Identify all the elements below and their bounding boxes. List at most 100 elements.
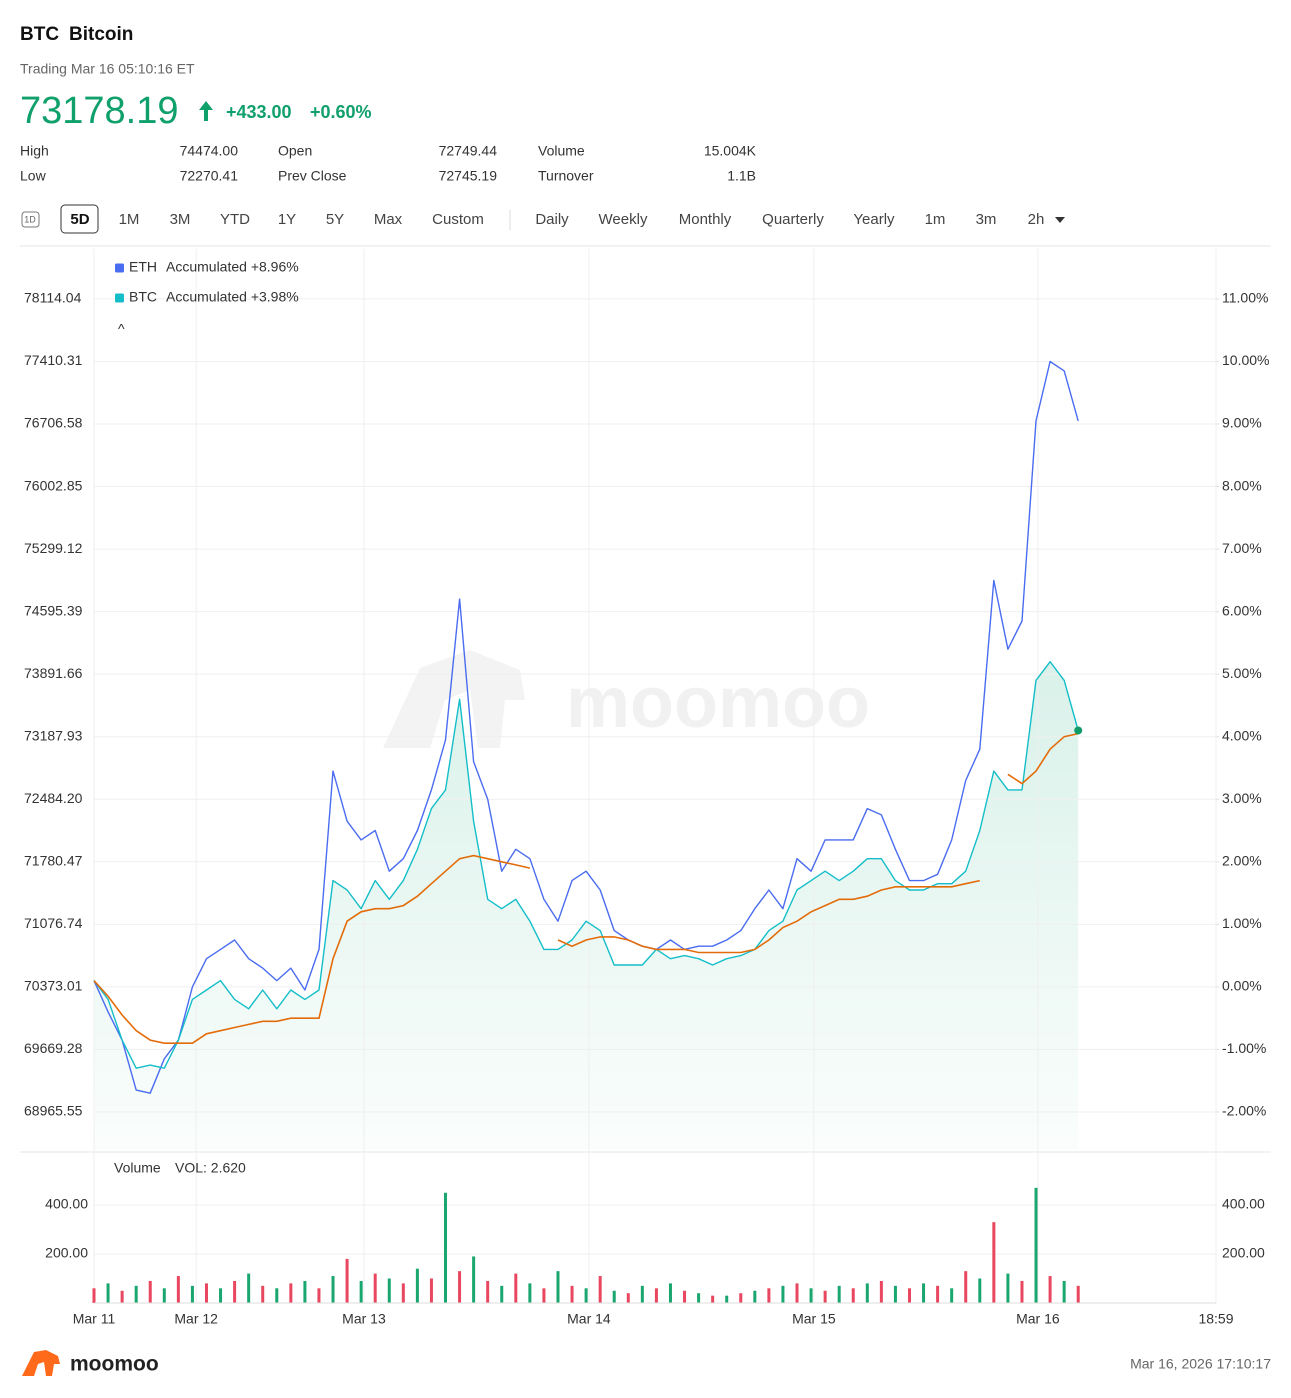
volume-bar [711, 1295, 715, 1303]
range-tab[interactable]: Custom [432, 211, 484, 228]
volume-bar [373, 1273, 377, 1303]
volume-tick-label-right: 200.00 [1222, 1245, 1265, 1261]
volume-bar [570, 1285, 574, 1303]
volume-bar [893, 1285, 897, 1303]
watermark: moomoo [566, 663, 870, 743]
stat-label: Volume [538, 143, 585, 159]
volume-bar [978, 1278, 982, 1303]
volume-bar [668, 1283, 672, 1303]
volume-bar [289, 1283, 293, 1303]
volume-bar [739, 1293, 743, 1303]
range-tab[interactable]: 5Y [326, 211, 344, 228]
volume-bar [514, 1273, 518, 1303]
price: 73178.19 [20, 90, 179, 132]
stat-label: Turnover [538, 168, 594, 184]
footer-logo [22, 1350, 60, 1376]
y-tick-label: 74595.39 [24, 602, 83, 618]
range-tab[interactable]: 5D [70, 211, 89, 228]
volume-label: VOL: 2.620 [175, 1160, 246, 1176]
volume-bar [444, 1192, 448, 1303]
volume-bar [781, 1285, 785, 1303]
collapse-caret[interactable]: ^ [118, 321, 125, 337]
trading-status: Trading Mar 16 05:10:16 ET [20, 61, 195, 77]
up-arrow [199, 101, 213, 121]
stat-value: 72749.44 [439, 143, 498, 159]
volume-bar [697, 1293, 701, 1303]
y2-tick-label: 2.00% [1222, 853, 1262, 869]
interval-tab[interactable]: Daily [535, 211, 569, 228]
change-pct: +0.60% [310, 102, 372, 122]
y-tick-label: 77410.31 [24, 352, 83, 368]
volume-bar [317, 1288, 321, 1303]
volume-bar [359, 1280, 363, 1303]
interval-tab[interactable]: Monthly [679, 211, 732, 228]
footer-timestamp: Mar 16, 2026 17:10:17 [1130, 1356, 1271, 1372]
y-tick-label: 71780.47 [24, 853, 83, 869]
volume-bar [879, 1280, 883, 1303]
volume-tick-label: 200.00 [45, 1245, 88, 1261]
y2-tick-label: 9.00% [1222, 415, 1262, 431]
volume-bar [387, 1278, 391, 1303]
range-tab[interactable]: 1D [24, 214, 36, 224]
symbol: BTC [20, 24, 59, 45]
volume-bar [247, 1273, 251, 1303]
volume-bar [640, 1285, 644, 1303]
volume-bar [92, 1288, 96, 1303]
stat-value: 15.004K [704, 143, 757, 159]
volume-bar [1076, 1285, 1080, 1303]
y-tick-label: 76002.85 [24, 477, 83, 493]
range-tab[interactable]: 1Y [278, 211, 296, 228]
x-tick-label: 18:59 [1198, 1311, 1233, 1327]
volume-bar [486, 1280, 490, 1303]
volume-bar [837, 1285, 841, 1303]
last-point [1074, 726, 1083, 735]
volume-bar [120, 1290, 124, 1303]
stat-label: Open [278, 143, 312, 159]
volume-bar [472, 1256, 476, 1303]
stat-label: High [20, 143, 49, 159]
interval-tab[interactable]: 1m [925, 211, 946, 228]
volume-bar [162, 1288, 166, 1303]
y2-tick-label: -2.00% [1222, 1103, 1266, 1119]
volume-bar [950, 1288, 954, 1303]
legend-value: Accumulated +3.98% [166, 289, 299, 305]
interval-tab[interactable]: 2h [1028, 211, 1045, 228]
volume-bar [331, 1276, 335, 1303]
dropdown-caret[interactable] [1055, 217, 1065, 223]
y2-tick-label: 5.00% [1222, 665, 1262, 681]
series-line [93, 661, 1079, 1069]
interval-tab[interactable]: Yearly [853, 211, 895, 228]
asset-name: Bitcoin [69, 24, 133, 45]
volume-bar [458, 1271, 462, 1303]
volume-bar [528, 1283, 532, 1303]
legend-swatch [115, 263, 124, 273]
volume-bar [204, 1283, 208, 1303]
y-tick-label: 72484.20 [24, 790, 83, 806]
range-tab[interactable]: Max [374, 211, 403, 228]
volume-bar [106, 1283, 110, 1303]
interval-tab[interactable]: 3m [976, 211, 997, 228]
y2-tick-label: 11.00% [1222, 290, 1268, 306]
range-tab[interactable]: 3M [170, 211, 191, 228]
interval-tab[interactable]: Weekly [599, 211, 648, 228]
y-tick-label: 73891.66 [24, 665, 83, 681]
volume-bar [542, 1288, 546, 1303]
volume-bar [1048, 1276, 1052, 1303]
y-tick-label: 69669.28 [24, 1040, 83, 1056]
volume-bar [584, 1288, 588, 1303]
day-icon [21, 211, 40, 228]
legend-swatch [115, 293, 124, 303]
interval-tab[interactable]: Quarterly [762, 211, 824, 228]
volume-bar [176, 1276, 180, 1303]
stat-label: Prev Close [278, 168, 347, 184]
volume-bar [233, 1280, 237, 1303]
range-tab[interactable]: 1M [119, 211, 140, 228]
stat-value: 74474.00 [180, 143, 239, 159]
volume-bar [401, 1283, 405, 1303]
volume-bar [303, 1280, 307, 1303]
stat-value: 72270.41 [180, 168, 239, 184]
stat-value: 72745.19 [439, 168, 498, 184]
stat-value: 1.1B [727, 168, 756, 184]
range-tab[interactable]: YTD [220, 211, 250, 228]
y2-tick-label: 4.00% [1222, 727, 1262, 743]
